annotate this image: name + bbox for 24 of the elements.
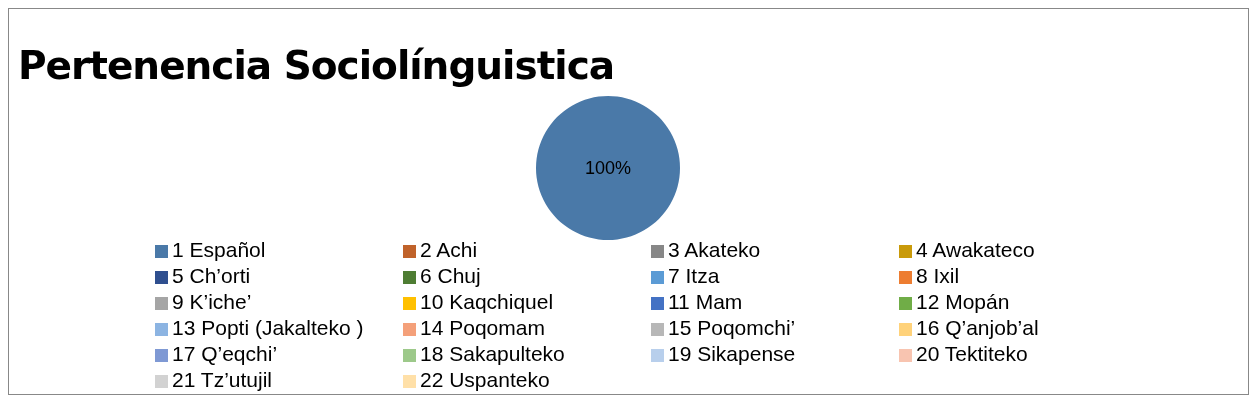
legend-label: 5 Ch’orti	[172, 264, 251, 287]
legend-label: 8 Ixil	[916, 264, 960, 287]
legend-label: 6 Chuj	[420, 264, 481, 287]
legend-label: 21 Tz’utujil	[172, 368, 272, 391]
legend-label: 19 Sikapense	[668, 342, 796, 365]
legend-label: 1 Español	[172, 238, 266, 261]
chart-title: Pertenencia Sociolínguistica	[18, 43, 615, 88]
legend-label: 13 Popti (Jakalteko )	[172, 316, 364, 339]
legend-label: 15 Poqomchi’	[668, 316, 796, 339]
legend-label: 9 K’iche’	[172, 290, 252, 313]
legend-label: 16 Q’anjob’al	[916, 316, 1039, 339]
legend-label: 14 Poqomam	[420, 316, 545, 339]
legend-label: 11 Mam	[668, 290, 743, 313]
legend-label: 20 Tektiteko	[916, 342, 1028, 365]
legend-label: 18 Sakapulteko	[420, 342, 565, 365]
legend-label: 17 Q’eqchi’	[172, 342, 278, 365]
legend-label: 7 Itza	[668, 264, 720, 287]
legend-label: 22 Uspanteko	[420, 368, 550, 391]
legend-label: 4 Awakateco	[916, 238, 1035, 261]
legend-label: 3 Akateko	[668, 238, 761, 261]
legend-label: 12 Mopán	[916, 290, 1010, 313]
legend-label: 10 Kaqchiquel	[420, 290, 554, 313]
data-label: 100%	[584, 158, 632, 178]
legend-label: 2 Achi	[420, 238, 478, 261]
